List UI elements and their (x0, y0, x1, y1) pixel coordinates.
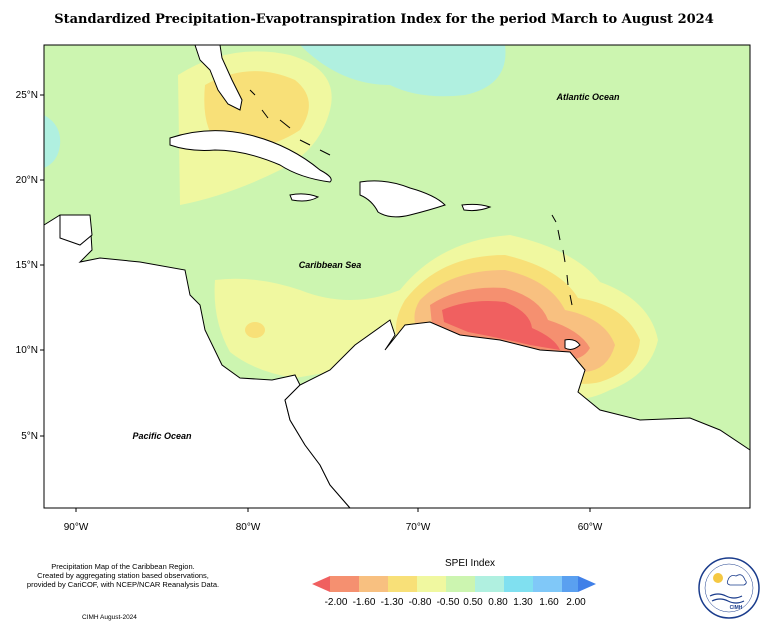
legend-label: 1.60 (539, 597, 559, 608)
legend-swatch (533, 576, 562, 592)
lat-label: 20°N (16, 175, 38, 186)
credits-line: Created by aggregating station based obs… (37, 571, 209, 580)
legend-swatch (388, 576, 417, 592)
legend-swatch (446, 576, 475, 592)
legend-title: SPEI Index (444, 558, 496, 569)
map-title: Standardized Precipitation-Evapotranspir… (54, 12, 714, 27)
legend-label: -2.00 (325, 597, 348, 608)
spei-legend: -2.00 -1.60 -1.30 -0.80 -0.50 0.50 0.80 … (312, 576, 596, 608)
lon-ticks: 90°W 80°W 70°W 60°W (64, 508, 603, 533)
credits-block: Precipitation Map of the Caribbean Regio… (18, 562, 228, 589)
map-frame (43, 44, 751, 509)
legend-label: -1.60 (353, 597, 376, 608)
legend-arrow-left (312, 576, 330, 592)
legend-label: 0.80 (488, 597, 508, 608)
sun-icon (713, 573, 723, 583)
yucatan-land (59, 214, 93, 246)
land-masses (43, 44, 751, 509)
legend-label: -0.50 (437, 597, 460, 608)
legend-swatch (562, 576, 578, 592)
legend-label: -1.30 (381, 597, 404, 608)
legend-swatch (330, 576, 359, 592)
atlantic-ocean-label: Atlantic Ocean (555, 92, 620, 102)
caribbean-sea-label: Caribbean Sea (299, 260, 362, 270)
legend-swatch (504, 576, 533, 592)
lon-label: 70°W (406, 522, 431, 533)
lat-label: 25°N (16, 90, 38, 101)
lesser-antilles (551, 214, 573, 306)
cloud-icon (726, 574, 747, 586)
legend-arrow-right (578, 576, 596, 592)
legend-swatch (475, 576, 504, 592)
legend-label: -0.80 (409, 597, 432, 608)
south-america-land (284, 319, 751, 509)
puerto-rico-land (461, 203, 492, 212)
trinidad-land (564, 339, 581, 350)
florida-land (194, 44, 243, 111)
lat-ticks: 25°N 20°N 15°N 10°N 5°N (16, 90, 44, 442)
lon-label: 60°W (578, 522, 603, 533)
lon-label: 80°W (236, 522, 261, 533)
legend-label: 0.50 (463, 597, 483, 608)
cuba-land (169, 130, 332, 183)
legend-swatch (359, 576, 388, 592)
lon-label: 90°W (64, 522, 89, 533)
lat-label: 10°N (16, 345, 38, 356)
logo-label: CIMH (729, 605, 743, 611)
contour-wet-west (44, 115, 61, 168)
contour-dry-south-5 (442, 301, 560, 350)
credits-line: provided by CariCOF, with NCEP/NCAR Rean… (26, 580, 220, 589)
waves-icon (709, 593, 745, 604)
legend-swatch (417, 576, 446, 592)
hispaniola-land (359, 180, 446, 218)
legend-label: 2.00 (566, 597, 586, 608)
credits-line: Precipitation Map of the Caribbean Regio… (51, 562, 195, 571)
legend-label: 1.30 (513, 597, 533, 608)
cimh-logo (698, 557, 760, 619)
bahamas-islands (249, 89, 331, 156)
contour-wet-north (300, 45, 506, 97)
lat-label: 15°N (16, 260, 38, 271)
contour-dry-spot (245, 322, 265, 338)
footer-text: CIMH August-2024 (82, 614, 137, 621)
lat-label: 5°N (21, 431, 38, 442)
pacific-ocean-label: Pacific Ocean (132, 431, 192, 441)
jamaica-land (289, 193, 320, 202)
